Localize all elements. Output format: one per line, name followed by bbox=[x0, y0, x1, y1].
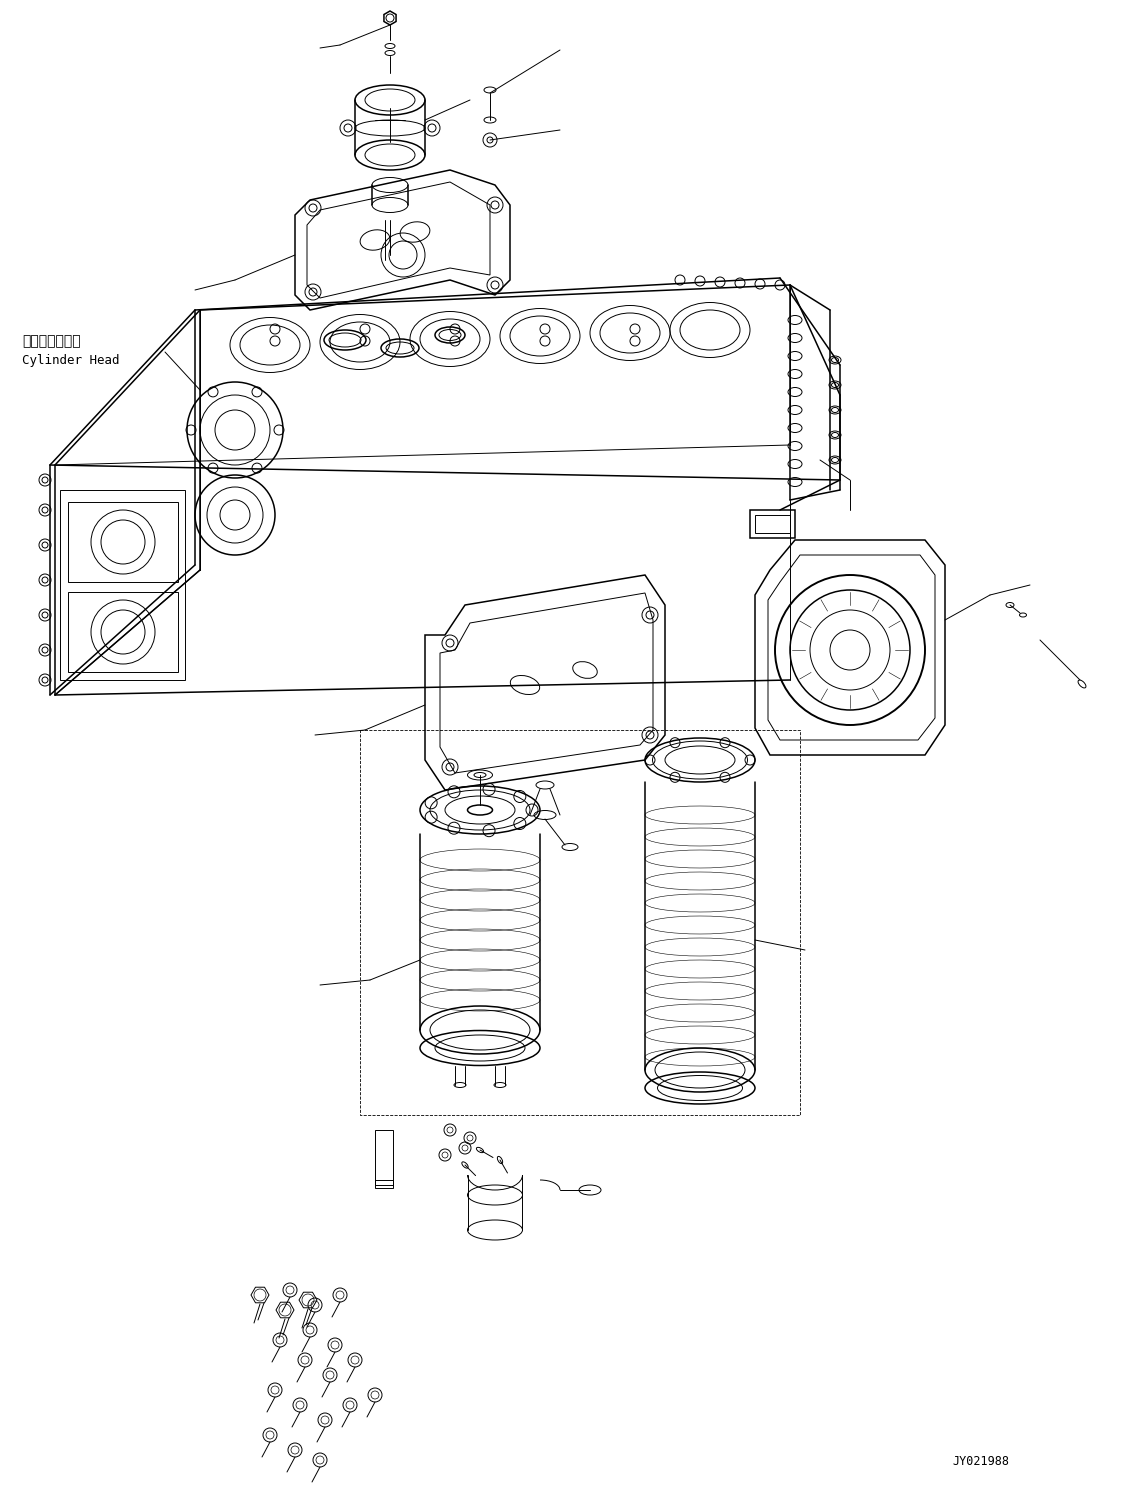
Polygon shape bbox=[755, 540, 945, 755]
Text: JY021988: JY021988 bbox=[952, 1455, 1009, 1468]
Bar bbox=[755, 515, 790, 533]
Text: シリンダヘッド: シリンダヘッド bbox=[22, 334, 81, 348]
Bar bbox=[60, 489, 185, 680]
Bar bbox=[68, 592, 179, 671]
Bar bbox=[750, 510, 795, 539]
Bar bbox=[68, 501, 179, 582]
Bar bbox=[375, 1129, 393, 1185]
Bar bbox=[375, 1180, 393, 1188]
Text: Cylinder Head: Cylinder Head bbox=[22, 354, 119, 367]
Circle shape bbox=[775, 574, 926, 725]
